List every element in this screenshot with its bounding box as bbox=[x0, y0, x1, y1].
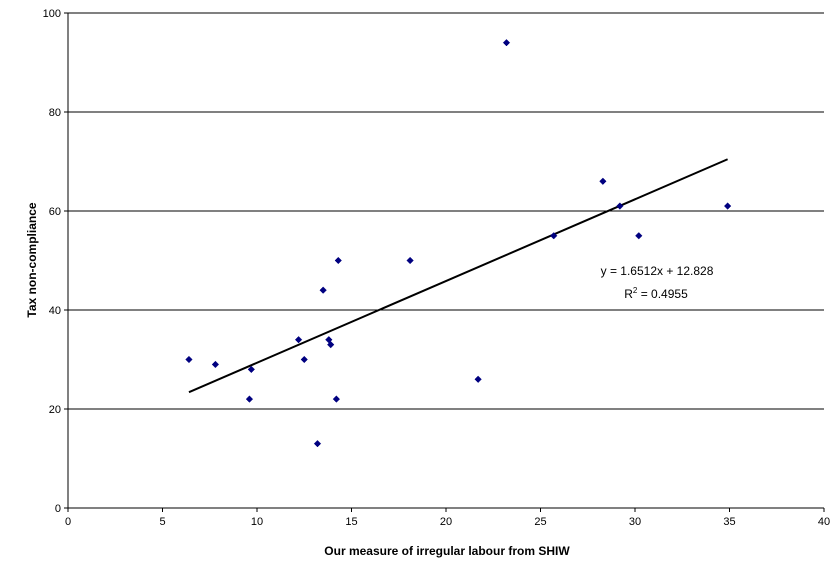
y-axis-ticks: 0 20 40 60 80 100 bbox=[43, 8, 68, 515]
data-point-15 bbox=[550, 232, 558, 240]
y-tick-label-4: 80 bbox=[49, 107, 61, 119]
data-point-2 bbox=[245, 395, 254, 403]
y-tick-label-3: 60 bbox=[49, 206, 61, 218]
r-squared-superscript: 2 bbox=[633, 286, 638, 295]
x-tick-label-7: 35 bbox=[723, 516, 735, 528]
data-point-17 bbox=[616, 202, 624, 210]
data-points bbox=[185, 39, 732, 448]
trendline-equation: y = 1.6512x + 12.828 bbox=[601, 264, 714, 278]
x-tick-label-8: 40 bbox=[818, 516, 830, 528]
data-point-19 bbox=[723, 202, 732, 210]
x-tick-label-3: 15 bbox=[345, 516, 357, 528]
data-point-9 bbox=[327, 340, 335, 349]
y-tick-label-5: 100 bbox=[43, 8, 61, 20]
trendline-group bbox=[188, 158, 729, 394]
y-tick-label-1: 20 bbox=[49, 404, 61, 416]
data-point-10 bbox=[332, 395, 341, 403]
gridlines bbox=[68, 12, 824, 410]
data-point-3 bbox=[247, 365, 255, 374]
data-point-5 bbox=[300, 355, 308, 364]
x-tick-label-0: 0 bbox=[65, 516, 71, 528]
axes bbox=[67, 13, 824, 509]
x-tick-label-6: 30 bbox=[629, 516, 641, 528]
data-point-14 bbox=[502, 39, 511, 47]
data-point-13 bbox=[474, 375, 482, 383]
y-axis-title: Tax non-compliance bbox=[25, 202, 39, 317]
data-point-6 bbox=[313, 439, 322, 448]
y-tick-label-0: 0 bbox=[55, 503, 61, 515]
data-point-4 bbox=[294, 336, 303, 344]
x-tick-label-4: 20 bbox=[440, 516, 452, 528]
y-tick-label-2: 40 bbox=[49, 305, 61, 317]
x-axis-title: Our measure of irregular labour from SHI… bbox=[324, 544, 570, 558]
data-point-11 bbox=[334, 256, 342, 265]
data-point-18 bbox=[635, 232, 643, 240]
trendline bbox=[188, 158, 729, 394]
x-tick-label-5: 25 bbox=[534, 516, 546, 528]
x-axis-ticks: 0 5 10 15 20 25 30 35 40 bbox=[65, 508, 830, 528]
data-point-7 bbox=[319, 286, 327, 294]
x-tick-label-2: 10 bbox=[251, 516, 263, 528]
data-point-1 bbox=[211, 360, 220, 369]
r-squared-label: R2 = 0.4955 bbox=[624, 286, 688, 301]
x-tick-label-1: 5 bbox=[159, 516, 165, 528]
data-point-16 bbox=[599, 177, 607, 185]
data-point-12 bbox=[406, 256, 414, 265]
data-point-0 bbox=[185, 355, 193, 364]
r-squared-prefix: R bbox=[624, 287, 633, 301]
r-squared-value: = 0.4955 bbox=[637, 287, 688, 301]
